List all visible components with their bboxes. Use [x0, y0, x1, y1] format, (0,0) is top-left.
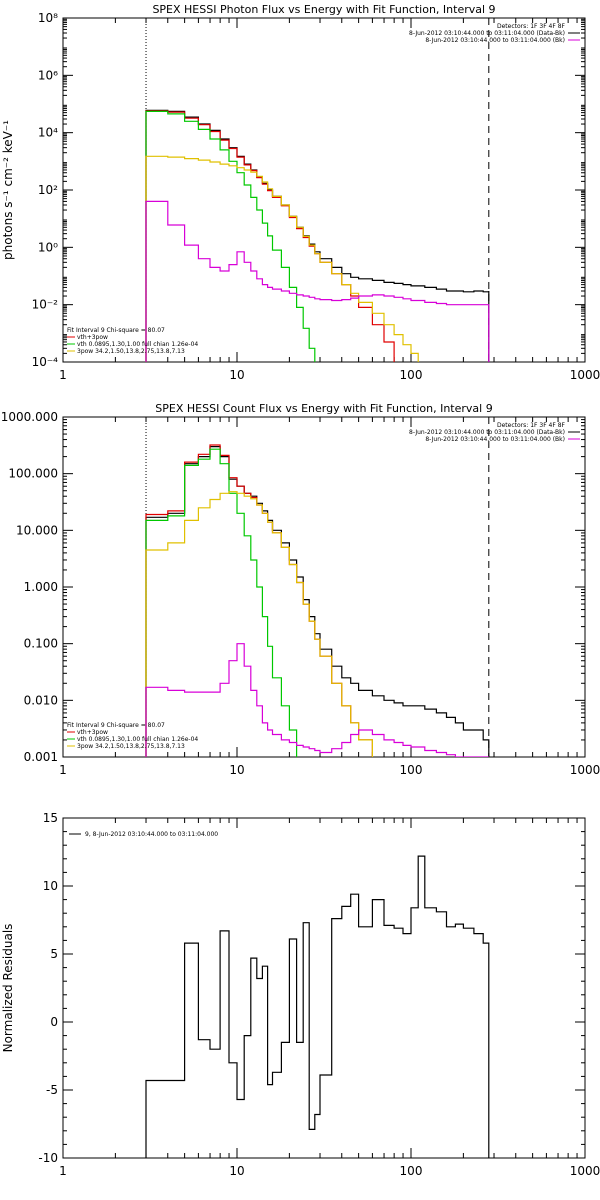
- chart-title: SPEX HESSI Count Flux vs Energy with Fit…: [155, 402, 492, 415]
- chart-panel-2: SPEX HESSI Count Flux vs Energy with Fit…: [1, 402, 600, 777]
- y-axis-label: Normalized Residuals: [1, 924, 15, 1053]
- chart-title: SPEX HESSI Photon Flux vs Energy with Fi…: [152, 3, 495, 16]
- legend-bottom-left-item: vth+3pow: [77, 334, 108, 341]
- x-tick-label: 10: [229, 763, 244, 777]
- legend-bottom-left-item: 3pow 34.2,1.50,13.8,2.75,13.8,7.13: [77, 743, 185, 750]
- series-group: [145, 109, 490, 362]
- y-tick-label: 10⁰: [38, 240, 58, 254]
- plot-frame: [62, 17, 586, 363]
- y-tick-label: -5: [46, 1083, 58, 1097]
- series-vth: [145, 110, 316, 362]
- x-tick-label: 1: [59, 763, 67, 777]
- y-tick-label: -10: [38, 1151, 58, 1165]
- plot-frame: [62, 416, 586, 758]
- y-tick-label: 0.001: [24, 750, 58, 764]
- series-group: [145, 855, 490, 1158]
- y-tick-label: 10.000: [16, 523, 58, 537]
- series-data-bk: [145, 109, 490, 362]
- series-group: [145, 444, 490, 757]
- y-tick-label: 10⁸: [38, 11, 58, 25]
- plot-frame: [62, 817, 586, 1159]
- legend-bottom-left-item: Fit Interval 9 Chi-square = 80.07: [67, 722, 165, 729]
- series-3pow: [145, 491, 373, 757]
- chart-panel-3: Normalized Residuals 1 10 100 1000 -10 -5 0 5 10 1…: [1, 811, 600, 1178]
- y-tick-label: 1.000: [24, 580, 58, 594]
- y-tick-label: 10⁻⁴: [32, 355, 59, 369]
- y-tick-label: 5: [50, 947, 58, 961]
- series-3pow: [145, 155, 419, 362]
- series-vth-3pow: [145, 444, 373, 757]
- legend-top-left-item: 9, 8-Jun-2012 03:10:44.000 to 03:11:04.0…: [85, 831, 218, 838]
- x-tick-label: 100: [400, 1164, 423, 1178]
- series-residuals: [145, 855, 490, 1158]
- series-data-bk: [145, 446, 490, 757]
- y-tick-label: 10²: [38, 183, 58, 197]
- legend-top-right-item: 8-Jun-2012 03:10:44.000 to 03:11:04.000 …: [425, 436, 565, 443]
- y-tick-label: 15: [43, 811, 58, 825]
- legend-bottom-left-item: 3pow 34.2,1.50,13.8,2.75,13.8,7.13: [77, 348, 185, 355]
- x-tick-label: 1: [59, 368, 67, 382]
- x-tick-label: 10: [229, 1164, 244, 1178]
- legend-top-right-item: 8-Jun-2012 03:10:44.000 to 03:11:04.000 …: [425, 37, 565, 44]
- x-tick-label: 1000: [570, 1164, 600, 1178]
- legend-bottom-left-item: vth+3pow: [77, 729, 108, 736]
- x-tick-label: 1000: [570, 368, 600, 382]
- y-tick-label: 10⁻²: [32, 298, 59, 312]
- x-tick-label: 1000: [570, 763, 600, 777]
- y-axis-label: photons s⁻¹ cm⁻² keV⁻¹: [1, 120, 15, 260]
- legend-top-right-item: Detectors: 1F 3F 4F 8F: [497, 422, 566, 429]
- legend-bottom-left-item: vth 0.0895,1.30,1.00 full chian 1.26e-04: [77, 736, 198, 743]
- series-bk: [145, 643, 489, 757]
- legend-bottom-left-item: Fit Interval 9 Chi-square = 80.07: [67, 327, 165, 334]
- y-tick-label: 0: [50, 1015, 58, 1029]
- series-bk: [145, 200, 490, 362]
- legend-top-right-item: Detectors: 1F 3F 4F 8F: [497, 23, 566, 30]
- chart-panel-1: SPEX HESSI Photon Flux vs Energy with Fi…: [1, 3, 600, 382]
- legend-top-right-item: 8-Jun-2012 03:10:44.000 to 03:11:04.000 …: [409, 30, 565, 37]
- y-tick-label: 10: [43, 879, 58, 893]
- y-tick-label: 10⁶: [38, 68, 58, 82]
- y-tick-label: 0.010: [24, 693, 58, 707]
- x-tick-label: 100: [400, 368, 423, 382]
- x-tick-label: 10: [229, 368, 244, 382]
- y-tick-label: 1000.000: [1, 410, 58, 424]
- x-tick-label: 1: [59, 1164, 67, 1178]
- series-vth: [145, 448, 298, 757]
- legend-top-right-item: 8-Jun-2012 03:10:44.000 to 03:11:04.000 …: [409, 429, 565, 436]
- y-tick-label: 10⁴: [38, 126, 58, 140]
- y-tick-label: 0.100: [24, 637, 58, 651]
- legend-bottom-left-item: vth 0.0895,1.30,1.00 full chian 1.26e-04: [77, 341, 198, 348]
- x-tick-label: 100: [400, 763, 423, 777]
- y-tick-label: 100.000: [8, 467, 58, 481]
